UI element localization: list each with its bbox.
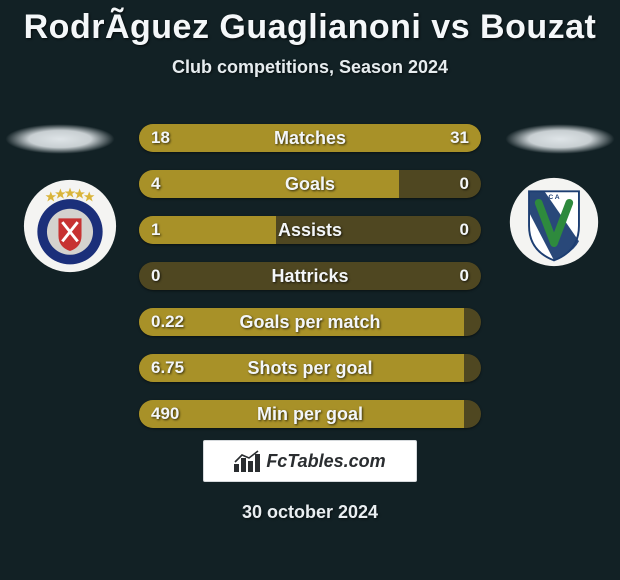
stat-value-right: 0 bbox=[460, 262, 469, 290]
player-shadow-right bbox=[505, 124, 615, 154]
fctables-label: FcTables.com bbox=[266, 451, 385, 472]
stat-row: 0Hattricks0 bbox=[139, 262, 481, 290]
stat-value-right: 31 bbox=[450, 124, 469, 152]
fctables-watermark: FcTables.com bbox=[203, 440, 417, 482]
player-shadow-left bbox=[5, 124, 115, 154]
stat-label: Goals per match bbox=[139, 308, 481, 336]
stat-label: Hattricks bbox=[139, 262, 481, 290]
comparison-rows: 18Matches314Goals01Assists00Hattricks00.… bbox=[139, 124, 481, 446]
stat-row: 4Goals0 bbox=[139, 170, 481, 198]
fctables-icon bbox=[234, 450, 260, 472]
date-label: 30 october 2024 bbox=[0, 502, 620, 523]
stat-row: 1Assists0 bbox=[139, 216, 481, 244]
stat-value-right: 0 bbox=[460, 216, 469, 244]
stat-row: 18Matches31 bbox=[139, 124, 481, 152]
club-badge-right: C A bbox=[506, 174, 602, 270]
stat-label: Goals bbox=[139, 170, 481, 198]
svg-text:C A: C A bbox=[548, 194, 559, 201]
stat-label: Shots per goal bbox=[139, 354, 481, 382]
stat-label: Assists bbox=[139, 216, 481, 244]
stat-label: Matches bbox=[139, 124, 481, 152]
stat-row: 6.75Shots per goal bbox=[139, 354, 481, 382]
stat-label: Min per goal bbox=[139, 400, 481, 428]
page-subtitle: Club competitions, Season 2024 bbox=[0, 57, 620, 78]
stat-row: 0.22Goals per match bbox=[139, 308, 481, 336]
stat-value-right: 0 bbox=[460, 170, 469, 198]
page-title: RodrÃ­guez Guaglianoni vs Bouzat bbox=[0, 0, 620, 47]
stat-row: 490Min per goal bbox=[139, 400, 481, 428]
club-badge-left bbox=[22, 178, 118, 274]
